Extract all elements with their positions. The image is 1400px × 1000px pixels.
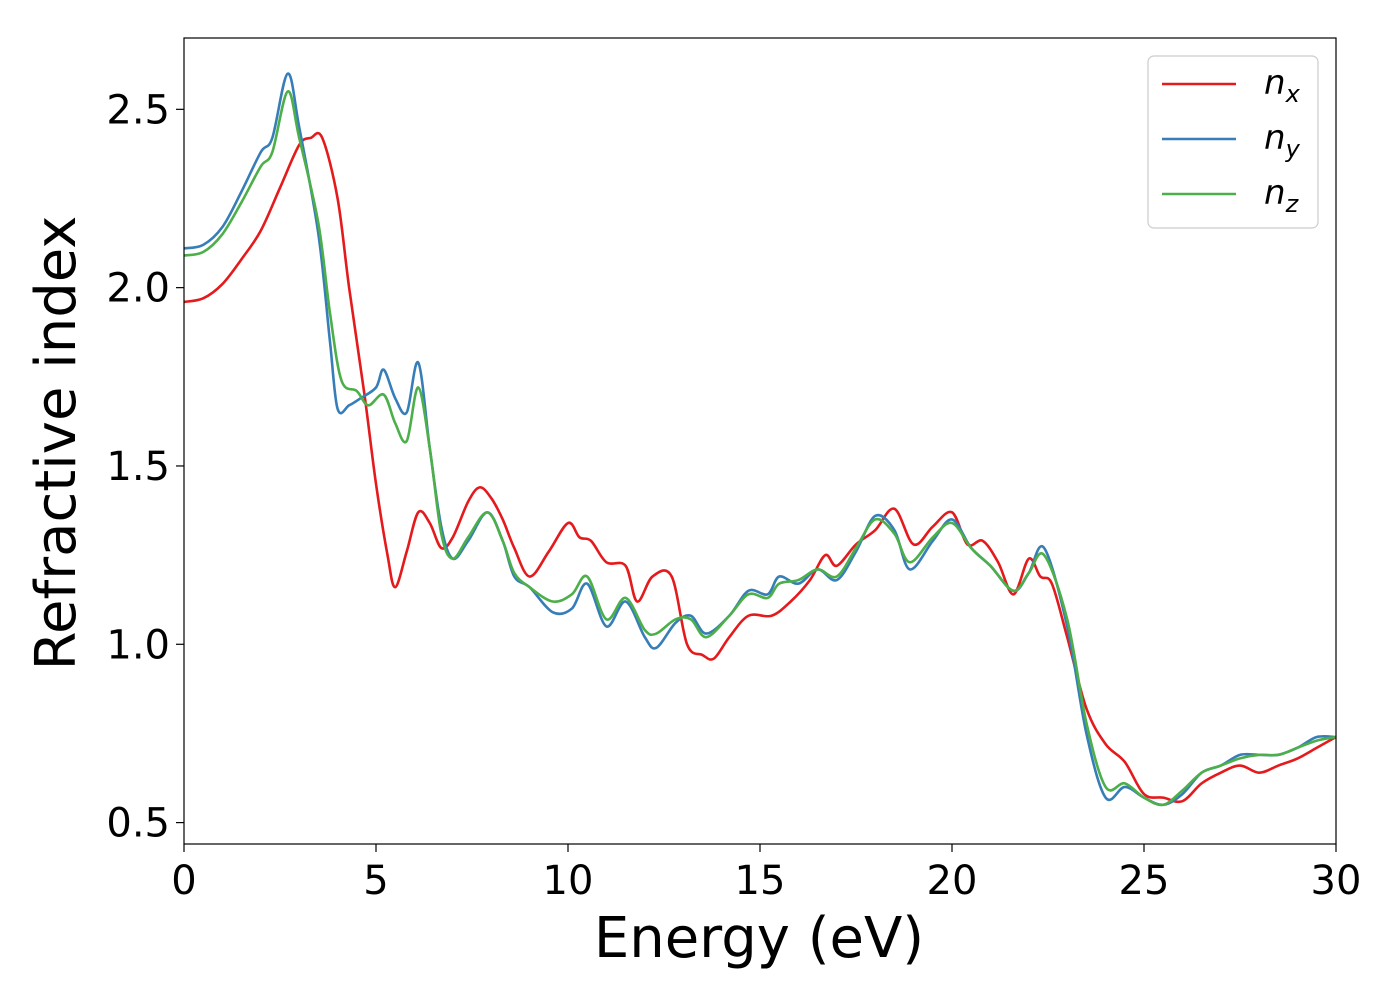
series-line-n-y [184,72,1336,807]
y-axis-label: Refractive index [24,216,89,671]
legend-box [1147,55,1319,229]
legend-label-n-z: nz [1264,173,1300,218]
y-tick-label: 1.0 [106,622,170,668]
series-lines [184,72,1336,807]
legend-label-n-y: ny [1264,118,1301,163]
x-tick-label: 10 [543,858,594,904]
x-tick-label: 0 [171,858,196,904]
y-tick-label: 2.5 [106,87,170,133]
legend-label-n-x: nx [1264,63,1301,108]
x-tick-label: 25 [1119,858,1170,904]
x-tick-label: 30 [1311,858,1362,904]
y-axis-ticks: 0.5 1.0 1.5 2.0 2.5 [106,87,184,847]
legend: nx ny nz [1147,55,1319,229]
y-tick-label: 0.5 [106,801,170,847]
y-tick-label: 1.5 [106,444,170,490]
x-axis-label: Energy (eV) [594,906,924,971]
y-tick-label: 2.0 [106,266,170,312]
x-axis-ticks: 0 5 10 15 20 25 30 [171,844,1361,904]
x-tick-label: 15 [735,858,786,904]
series-line-n-x [184,131,1336,804]
series-line-n-z [184,90,1336,807]
x-tick-label: 5 [363,858,388,904]
x-tick-label: 20 [927,858,978,904]
